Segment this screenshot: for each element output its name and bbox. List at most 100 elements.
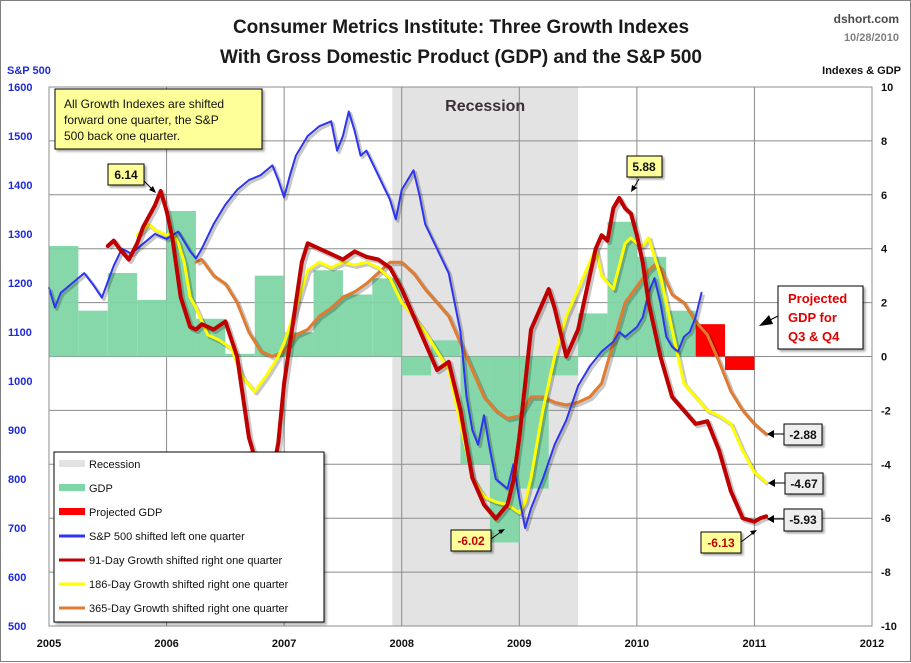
- callout-trough-2009: -6.02: [450, 529, 505, 552]
- x-tick-label: 2012: [860, 638, 884, 650]
- axes: [48, 86, 873, 627]
- legend-label: S&P 500 shifted left one quarter: [89, 531, 245, 543]
- right-tick-label: -4: [881, 459, 892, 471]
- callout-peak-2010: 5.88: [626, 155, 663, 192]
- x-tick-label: 2009: [507, 638, 531, 650]
- callout-label: 5.88: [632, 160, 656, 174]
- plot-area-border: [48, 86, 873, 627]
- callout-arrow: [740, 532, 754, 543]
- series-lines: [48, 110, 770, 532]
- gdp-bars: [49, 210, 696, 543]
- growth-91-day-line: [105, 189, 769, 524]
- left-tick-label: 600: [8, 572, 26, 584]
- note-callout: [54, 88, 263, 150]
- projected-gdp-bar: [725, 356, 755, 370]
- right-tick-label: 0: [881, 352, 887, 364]
- left-tick-label: 800: [8, 474, 26, 486]
- gdp-bar: [489, 356, 520, 543]
- arrow-head-icon: [759, 315, 773, 326]
- callout-label: -4.67: [790, 477, 818, 491]
- callout-end-91: -5.93: [767, 508, 823, 532]
- chart-subtitle: With Gross Domestic Product (GDP) and th…: [220, 47, 702, 68]
- left-axis-title: S&P 500: [7, 65, 51, 77]
- left-tick-label: 1600: [8, 82, 32, 94]
- right-axis-title: Indexes & GDP: [822, 65, 901, 77]
- callout-label: -6.02: [457, 534, 485, 548]
- projected-line-2: GDP for: [788, 310, 837, 325]
- gdp-bar: [78, 310, 108, 357]
- legend-swatch: [59, 460, 85, 467]
- legend-label: Projected GDP: [89, 507, 162, 519]
- left-tick-label: 1500: [8, 131, 32, 143]
- callout-box: [783, 508, 823, 532]
- x-tick-label: 2005: [37, 638, 61, 650]
- right-tick-label: -10: [881, 621, 897, 633]
- arrow-head-icon: [768, 479, 775, 487]
- arrow-head-icon: [498, 529, 505, 534]
- projected-line-3: Q3 & Q4: [788, 329, 840, 344]
- right-tick-label: -8: [881, 567, 891, 579]
- legend-label: Recession: [89, 459, 140, 471]
- callout-projected-gdp: Projected GDP for Q3 & Q4: [759, 285, 864, 350]
- source-label: dshort.com: [834, 12, 899, 26]
- left-tick-label: 1100: [8, 327, 32, 339]
- callout-end-186: -4.67: [768, 472, 824, 495]
- gdp-bar: [342, 294, 373, 357]
- note-line-3: 500 back one quarter.: [64, 129, 180, 143]
- arrow-head-icon: [149, 186, 156, 193]
- legend-label: 91-Day Growth shifted right one quarter: [89, 555, 283, 567]
- left-tick-label: 1200: [8, 278, 32, 290]
- growth-186-day-line: [135, 222, 768, 515]
- legend-swatch: [59, 508, 85, 515]
- right-tick-label: 6: [881, 190, 887, 202]
- gdp-bar: [107, 272, 138, 357]
- legend: Recession GDP Projected GDP S&P 500 shifted…: [53, 451, 325, 623]
- callout-box: [700, 531, 742, 554]
- gdp-bar: [578, 313, 608, 357]
- chart-title: Consumer Metrics Institute: Three Growth…: [233, 17, 689, 38]
- gdp-bar: [137, 299, 167, 357]
- legend-swatch: [59, 484, 85, 491]
- gdp-bar: [548, 356, 579, 376]
- callout-end-365: -2.88: [767, 423, 823, 446]
- recession-label: Recession: [445, 98, 525, 115]
- left-tick-label: 700: [8, 523, 26, 535]
- projected-line-1: Projected: [788, 291, 847, 306]
- date-label: 10/28/2010: [844, 32, 899, 44]
- callout-low-2011: -6.13: [700, 530, 757, 554]
- x-tick-label: 2011: [742, 638, 766, 650]
- note-line-2: forward one quarter, the S&P: [64, 113, 219, 127]
- right-tick-label: 4: [881, 244, 888, 256]
- legend-box: [53, 451, 325, 623]
- arrow-head-icon: [767, 430, 774, 438]
- right-tick-label: -2: [881, 405, 891, 417]
- right-tick-label: 8: [881, 136, 887, 148]
- x-tick-label: 2006: [154, 638, 178, 650]
- gdp-bar: [254, 275, 285, 357]
- arrow-head-icon: [750, 530, 757, 535]
- x-tick-label: 2010: [625, 638, 649, 650]
- arrow-head-icon: [767, 515, 774, 523]
- arrow-head-icon: [631, 185, 637, 192]
- callout-peak-2006: 6.14: [107, 163, 156, 193]
- x-tick-label: 2007: [272, 638, 296, 650]
- legend-label: 186-Day Growth shifted right one quarter: [89, 579, 289, 591]
- callout-label: 6.14: [114, 168, 138, 182]
- callout-box: [450, 529, 492, 552]
- legend-label: GDP: [89, 483, 113, 495]
- right-tick-label: 2: [881, 298, 887, 310]
- callout-label: -6.13: [707, 536, 735, 550]
- gdp-bar: [313, 270, 343, 357]
- callout-box: [777, 285, 864, 350]
- left-tick-label: 1000: [8, 376, 32, 388]
- gdp-bar: [401, 356, 432, 376]
- left-tick-label: 900: [8, 425, 26, 437]
- left-tick-label: 1300: [8, 229, 32, 241]
- right-tick-label: -6: [881, 513, 891, 525]
- gdp-bar: [225, 353, 255, 357]
- left-tick-label: 1400: [8, 180, 32, 192]
- sp500-line: [48, 110, 703, 529]
- legend-label: 365-Day Growth shifted right one quarter: [89, 603, 289, 615]
- callout-box: [626, 155, 663, 178]
